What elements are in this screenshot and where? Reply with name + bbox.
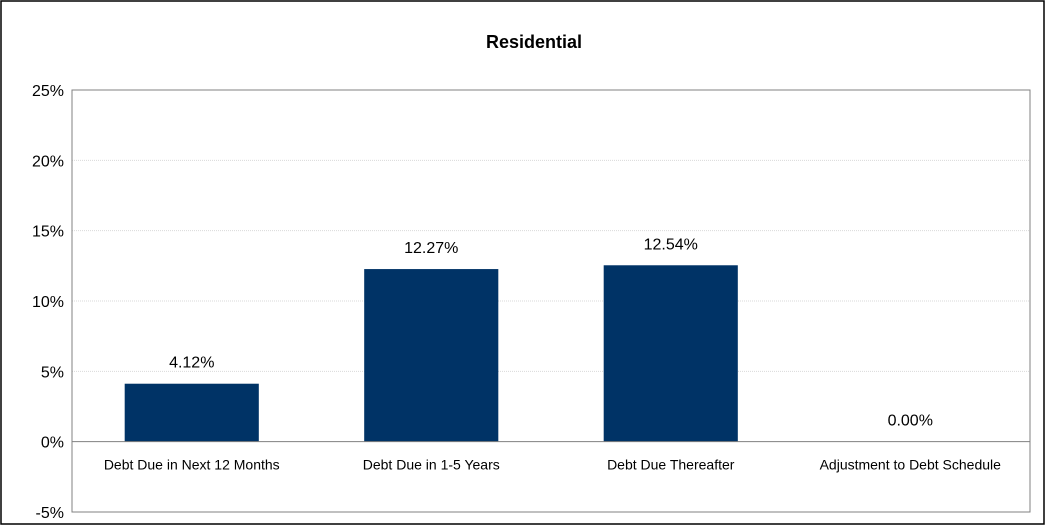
gridlines (72, 159, 1030, 372)
data-label: 12.54% (644, 236, 698, 253)
x-category-label: Debt Due Thereafter (607, 457, 735, 473)
bar (603, 265, 738, 442)
x-category-label: Debt Due in Next 12 Months (104, 457, 280, 473)
chart-title: Residential (486, 32, 582, 52)
plot-area (71, 89, 1031, 513)
data-labels: 4.12% 12.27% 12.54% 0.00% (169, 236, 933, 429)
x-category-label: Debt Due in 1-5 Years (363, 457, 500, 473)
y-tick-label: 25% (32, 83, 64, 100)
y-tick-label: 10% (32, 294, 64, 311)
bars (124, 265, 738, 442)
y-tick-label: 0% (41, 435, 64, 452)
bar (364, 269, 499, 442)
data-label: 0.00% (888, 413, 933, 430)
x-category-label: Adjustment to Debt Schedule (820, 457, 1002, 473)
x-axis-labels: Debt Due in Next 12 Months Debt Due in 1-… (104, 457, 1001, 473)
y-tick-label: 15% (32, 224, 64, 241)
data-label: 12.27% (404, 240, 458, 257)
bar (124, 383, 259, 442)
y-tick-label: 5% (41, 364, 64, 381)
y-tick-label: 20% (32, 153, 64, 170)
data-label: 4.12% (169, 355, 214, 372)
y-tick-label: -5% (36, 505, 64, 522)
y-axis-ticks: 25% 20% 15% 10% 5% 0% -5% (32, 83, 64, 522)
